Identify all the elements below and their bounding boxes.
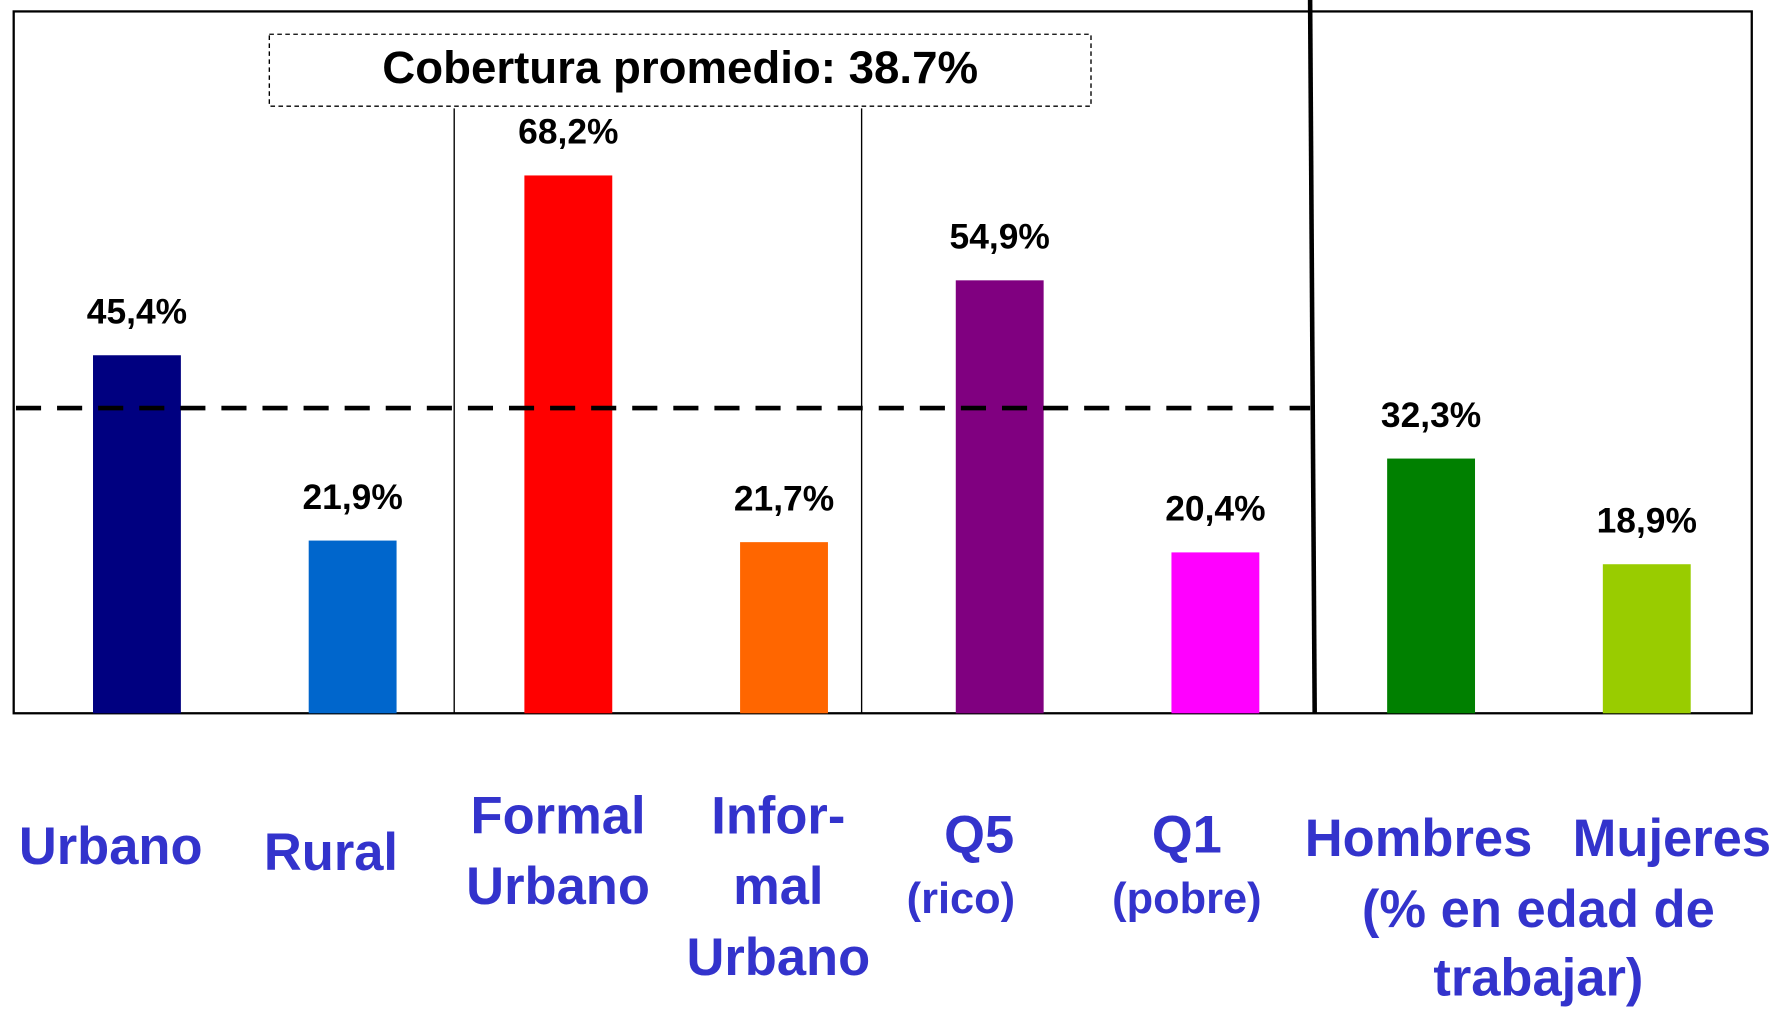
category-label: Urbano [686, 928, 870, 987]
annotation-box [268, 33, 1092, 107]
value-label: 20,4% [1165, 490, 1265, 529]
value-label: 54,9% [950, 218, 1050, 257]
category-label: mal [733, 857, 823, 916]
value-label: 18,9% [1597, 501, 1697, 540]
bar [524, 175, 613, 714]
plot-frame [12, 10, 1753, 715]
annotation: Cobertura promedio: 38.7% [382, 42, 978, 93]
category-note: (% en edad de [1362, 880, 1715, 939]
value-label: 21,9% [303, 478, 403, 517]
category-label: Mujeres [1573, 809, 1771, 868]
category-label: (rico) [907, 875, 1015, 923]
value-label: 45,4% [87, 293, 187, 332]
bar [1387, 458, 1476, 714]
category-label: Q5 [944, 806, 1014, 865]
value-label: 68,2% [518, 113, 618, 152]
value-label: 21,7% [734, 479, 834, 518]
bar [308, 540, 397, 714]
category-label: Urbano [19, 817, 203, 876]
bar [93, 355, 181, 714]
category-label: (pobre) [1112, 875, 1261, 923]
group-separator [1307, 0, 1317, 714]
category-note: trabajar) [1433, 948, 1643, 1007]
value-label: 32,3% [1381, 396, 1481, 435]
category-label: Formal [471, 786, 646, 845]
category-label: Infor- [711, 786, 845, 845]
category-label: Urbano [466, 857, 650, 916]
bar [955, 280, 1044, 714]
bar [1171, 552, 1260, 714]
bar [1602, 564, 1691, 714]
category-label: Rural [264, 823, 398, 882]
category-label: Q1 [1152, 806, 1222, 865]
bar [740, 542, 828, 714]
category-label: Hombres [1305, 809, 1533, 868]
